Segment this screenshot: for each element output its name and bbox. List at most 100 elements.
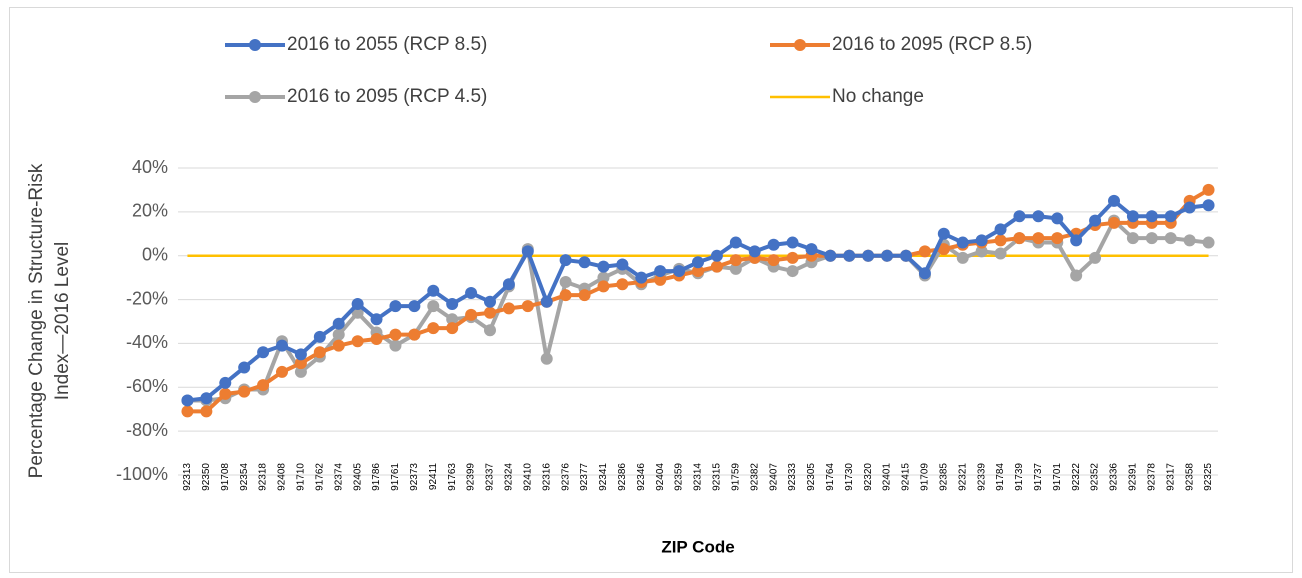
data-point [294,348,307,361]
y-axis-title-line: Percentage Change in Structure-Risk [26,163,47,478]
data-point [1032,210,1045,223]
data-point [1126,232,1139,245]
x-tick-label: 91759 [730,463,741,491]
data-point [729,236,742,249]
x-tick-label: 92305 [806,463,817,491]
x-tick-label: 92320 [863,463,874,491]
x-tick-label: 92376 [560,463,571,491]
x-tick-label: 91710 [296,463,307,491]
data-point [748,245,761,258]
data-point [1126,210,1139,223]
data-point [559,254,572,267]
data-point [200,405,213,418]
data-point [578,289,591,302]
data-point [1202,183,1215,196]
x-tick-label: 92322 [1071,463,1082,491]
x-tick-label: 92317 [1165,463,1176,491]
x-tick-label: 92410 [522,463,533,491]
data-point [408,300,421,313]
data-point [351,297,364,310]
data-point [1164,210,1177,223]
x-tick-label: 92378 [1146,463,1157,491]
x-tick-label: 92386 [617,463,628,491]
data-point [994,223,1007,236]
data-point [294,365,307,378]
data-point [918,267,931,280]
y-tick-label: 20% [132,201,168,221]
data-point [1108,216,1120,229]
data-point [408,328,421,341]
x-tick-label: 92350 [201,463,212,491]
data-point [465,286,478,299]
x-tick-label: 92374 [333,463,344,491]
y-tick-label: -20% [126,288,168,308]
data-point [521,245,534,258]
x-tick-label: 92399 [466,463,477,491]
data-point [937,243,950,256]
data-point [219,387,232,400]
x-tick-label: 92341 [598,463,609,491]
data-point [181,394,194,407]
x-tick-label: 92382 [749,463,760,491]
data-point [219,376,232,389]
legend-marker [249,39,261,51]
data-point [975,234,988,247]
data-point [1108,194,1120,207]
legend-label: No change [832,86,924,107]
data-point [540,295,553,308]
x-tick-label: 92352 [1090,463,1101,491]
data-point [389,300,402,313]
legend-marker [794,39,806,51]
data-point [1089,251,1102,264]
x-tick-label: 91708 [220,463,231,491]
x-tick-label: 91764 [825,463,836,491]
x-tick-label: 91739 [1014,463,1025,491]
data-point [1013,210,1026,223]
data-point [389,339,402,352]
x-tick-label: 92314 [693,463,704,491]
data-point [465,308,478,321]
y-tick-label: -40% [126,332,168,352]
x-tick-label: 92385 [938,463,949,491]
legend-label: 2016 to 2095 (RCP 4.5) [287,86,487,107]
data-point [900,249,912,262]
data-point [956,236,969,249]
x-tick-label: 92359 [674,463,685,491]
chart-frame [9,7,1293,573]
data-point [786,236,799,249]
data-point [446,313,459,326]
x-tick-label: 91784 [995,463,1006,491]
x-tick-label: 92401 [882,463,893,491]
data-point [597,260,610,273]
data-point [484,306,496,319]
data-point [1202,199,1215,212]
data-point [446,297,459,310]
data-point [862,249,875,262]
x-tick-label: 92333 [787,463,798,491]
data-point [692,265,704,278]
x-tick-label: 91737 [1033,463,1044,491]
data-point [729,262,742,275]
data-point [994,234,1007,247]
x-tick-label: 92313 [182,463,193,491]
x-tick-label: 92415 [901,463,912,491]
data-point [767,238,780,251]
x-tick-label: 92321 [957,463,968,491]
data-point [824,249,837,262]
data-point [918,245,931,258]
data-point [692,256,704,269]
data-point [427,322,440,335]
x-tick-label: 92339 [976,463,987,491]
data-point [1051,232,1064,245]
data-point [767,254,780,267]
data-point [1070,234,1083,247]
data-point [1032,232,1045,245]
x-tick-label: 92316 [541,463,552,491]
data-point [654,265,667,278]
data-point [635,271,648,284]
data-point [313,330,326,343]
data-point [956,251,969,264]
data-point [881,249,894,262]
x-tick-label: 92377 [579,463,590,491]
data-point [370,333,383,346]
